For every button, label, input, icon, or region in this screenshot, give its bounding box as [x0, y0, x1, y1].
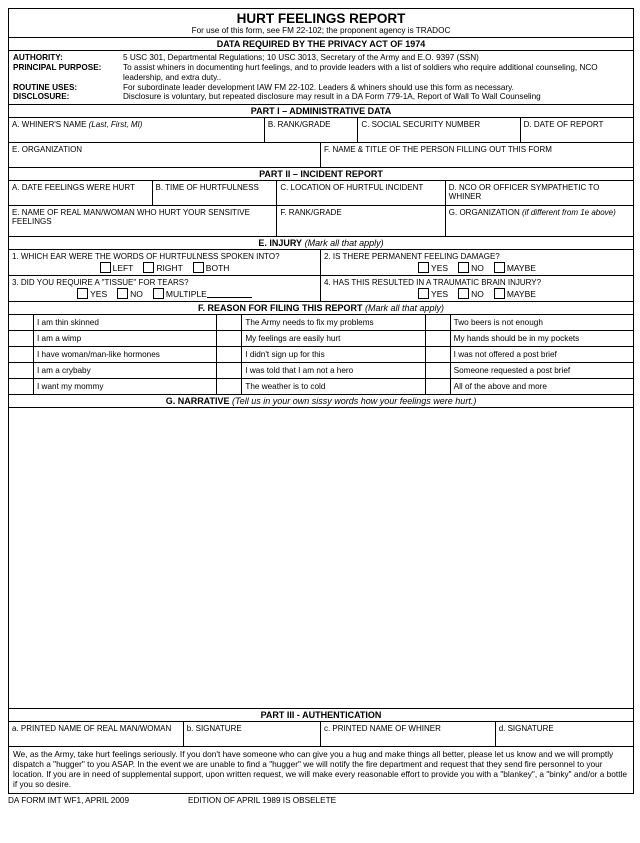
- reason-text: Two beers is not enough: [451, 315, 546, 330]
- bottom-line: DA FORM IMT WF1, APRIL 2009 EDITION OF A…: [8, 794, 632, 805]
- part3-heading: PART III - AUTHENTICATION: [9, 709, 633, 722]
- priv-text: 5 USC 301, Departmental Regulations; 10 …: [123, 53, 629, 63]
- field-2c: C. LOCATION OF HURTFUL INCIDENT: [280, 183, 423, 192]
- q2-label: 2. IS THERE PERMANENT FEELING DAMAGE?: [321, 250, 633, 261]
- reason-text: I am thin skinned: [34, 315, 102, 330]
- priv-label: AUTHORITY:: [13, 53, 123, 63]
- part2-row2: E. NAME OF REAL MAN/WOMAN WHO HURT YOUR …: [9, 206, 633, 237]
- field-3b: b. SIGNATURE: [187, 724, 242, 733]
- priv-label: PRINCIPAL PURPOSE:: [13, 63, 123, 83]
- reason-text: My feelings are easily hurt: [242, 331, 343, 346]
- reason-text: I am a wimp: [34, 331, 84, 346]
- checkbox-maybe[interactable]: MAYBE: [494, 288, 536, 299]
- reason-text: I didn't sign up for this: [242, 347, 327, 362]
- field-a: A. WHINER'S NAME (Last, First, MI): [12, 120, 142, 129]
- title-block: HURT FEELINGS REPORT For use of this for…: [9, 9, 633, 38]
- reason-checkbox[interactable]: [217, 315, 242, 330]
- q1-label: 1. WHICH EAR WERE THE WORDS OF HURTFULNE…: [9, 250, 320, 261]
- reason-text: I want my mommy: [34, 379, 106, 394]
- field-3c: c. PRINTED NAME OF WHINER: [324, 724, 441, 733]
- reason-checkbox[interactable]: [217, 379, 242, 394]
- reason-checkbox[interactable]: [426, 315, 451, 330]
- checkbox-multiple[interactable]: MULTIPLE: [153, 288, 252, 299]
- part1-heading: PART I – ADMINISTRATIVE DATA: [9, 105, 633, 118]
- reason-table: I am thin skinned I am a wimp I have wom…: [9, 315, 633, 395]
- narrative-area[interactable]: [9, 408, 633, 709]
- q4-label: 4. HAS THIS RESULTED IN A TRAUMATIC BRAI…: [321, 276, 633, 287]
- field-3a: a. PRINTED NAME OF REAL MAN/WOMAN: [12, 724, 171, 733]
- form-number: DA FORM IMT WF1, APRIL 2009: [8, 796, 188, 805]
- injury-row1: 1. WHICH EAR WERE THE WORDS OF HURTFULNE…: [9, 250, 633, 276]
- part2-row1: A. DATE FEELINGS WERE HURT B. TIME OF HU…: [9, 181, 633, 206]
- field-c: C. SOCIAL SECURITY NUMBER: [361, 120, 480, 129]
- field-2f: F. RANK/GRADE: [280, 208, 341, 217]
- injury-heading: E. INJURY (Mark all that apply): [9, 237, 633, 250]
- priv-text: For subordinate leader development IAW F…: [123, 83, 629, 93]
- field-e: E. ORGANIZATION: [12, 145, 82, 154]
- reason-checkbox[interactable]: [426, 363, 451, 378]
- checkbox-yes[interactable]: YES: [77, 288, 107, 299]
- part3-row: a. PRINTED NAME OF REAL MAN/WOMAN b. SIG…: [9, 722, 633, 747]
- reason-checkbox[interactable]: [9, 363, 34, 378]
- reason-checkbox[interactable]: [426, 379, 451, 394]
- checkbox-no[interactable]: NO: [458, 262, 484, 273]
- checkbox-both[interactable]: BOTH: [193, 262, 230, 273]
- field-d: D. DATE OF REPORT: [524, 120, 604, 129]
- reason-text: I have woman/man-like hormones: [34, 347, 163, 362]
- form-title: HURT FEELINGS REPORT: [9, 11, 633, 26]
- reason-heading: F. REASON FOR FILING THIS REPORT (Mark a…: [9, 302, 633, 315]
- priv-label: DISCLOSURE:: [13, 92, 123, 102]
- reason-checkbox[interactable]: [426, 347, 451, 362]
- reason-text: My hands should be in my pockets: [451, 331, 583, 346]
- reason-checkbox[interactable]: [217, 331, 242, 346]
- reason-text: I was not offered a post brief: [451, 347, 560, 362]
- field-f: F. NAME & TITLE OF THE PERSON FILLING OU…: [324, 145, 552, 154]
- reason-text: Someone requested a post brief: [451, 363, 574, 378]
- part1-row1: A. WHINER'S NAME (Last, First, MI) B. RA…: [9, 118, 633, 143]
- part1-row2: E. ORGANIZATION F. NAME & TITLE OF THE P…: [9, 143, 633, 168]
- reason-checkbox[interactable]: [9, 315, 34, 330]
- checkbox-right[interactable]: RIGHT: [143, 262, 182, 273]
- privacy-heading: DATA REQUIRED BY THE PRIVACY ACT OF 1974: [9, 38, 633, 51]
- reason-text: I was told that I am not a hero: [242, 363, 356, 378]
- edition-note: EDITION OF APRIL 1989 IS OBSELETE: [188, 796, 336, 805]
- privacy-block: AUTHORITY:5 USC 301, Departmental Regula…: [9, 51, 633, 105]
- field-3d: d. SIGNATURE: [499, 724, 554, 733]
- checkbox-no[interactable]: NO: [458, 288, 484, 299]
- form-page: HURT FEELINGS REPORT For use of this for…: [8, 8, 634, 794]
- field-2e: E. NAME OF REAL MAN/WOMAN WHO HURT YOUR …: [12, 208, 250, 226]
- checkbox-yes[interactable]: YES: [418, 262, 448, 273]
- field-2d: D. NCO OR OFFICER SYMPATHETIC TO WHINER: [449, 183, 600, 201]
- reason-checkbox[interactable]: [9, 379, 34, 394]
- checkbox-maybe[interactable]: MAYBE: [494, 262, 536, 273]
- reason-checkbox[interactable]: [9, 331, 34, 346]
- checkbox-yes[interactable]: YES: [418, 288, 448, 299]
- checkbox-no[interactable]: NO: [117, 288, 143, 299]
- form-subtitle: For use of this form, see FM 22-102; the…: [9, 26, 633, 35]
- reason-text: The weather is to cold: [242, 379, 328, 394]
- priv-label: ROUTINE USES:: [13, 83, 123, 93]
- field-2b: B. TIME OF HURTFULNESS: [156, 183, 259, 192]
- reason-checkbox[interactable]: [426, 331, 451, 346]
- q3-label: 3. DID YOU REQUIRE A "TISSUE" FOR TEARS?: [9, 276, 320, 287]
- field-2a: A. DATE FEELINGS WERE HURT: [12, 183, 135, 192]
- injury-row2: 3. DID YOU REQUIRE A "TISSUE" FOR TEARS?…: [9, 276, 633, 302]
- reason-checkbox[interactable]: [9, 347, 34, 362]
- field-2g: G. ORGANIZATION (if different from 1e ab…: [449, 208, 616, 217]
- reason-checkbox[interactable]: [217, 363, 242, 378]
- reason-text: I am a crybaby: [34, 363, 94, 378]
- priv-text: Disclosure is voluntary, but repeated di…: [123, 92, 629, 102]
- field-b: B. RANK/GRADE: [268, 120, 331, 129]
- narrative-heading: G. NARRATIVE (Tell us in your own sissy …: [9, 395, 633, 408]
- checkbox-left[interactable]: LEFT: [100, 262, 134, 273]
- reason-text: The Army needs to fix my problems: [242, 315, 376, 330]
- part2-heading: PART II – INCIDENT REPORT: [9, 168, 633, 181]
- disclaimer: We, as the Army, take hurt feelings seri…: [9, 747, 633, 793]
- reason-checkbox[interactable]: [217, 347, 242, 362]
- reason-text: All of the above and more: [451, 379, 550, 394]
- priv-text: To assist whiners in documenting hurt fe…: [123, 63, 629, 83]
